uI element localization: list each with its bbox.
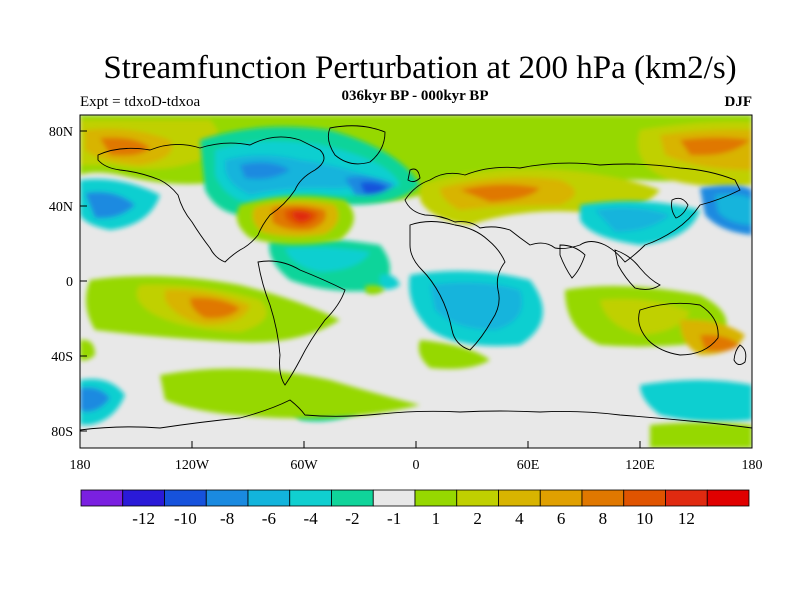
coastline-greenland (327, 125, 386, 165)
experiment-label: Expt = tdxoD-tdxoa (80, 94, 201, 110)
plot-title: Streamfunction Perturbation at 200 hPa (… (103, 50, 737, 86)
y-tick-label: 80S (51, 425, 73, 440)
y-tick-label: 40S (51, 350, 73, 365)
colorbar-label: -6 (262, 509, 276, 528)
contour-region (380, 274, 400, 290)
colorbar-label: -10 (174, 509, 197, 528)
colorbar-swatch (331, 489, 374, 507)
contour-region (715, 194, 752, 225)
contour-region (600, 298, 690, 335)
colorbar-swatch (706, 489, 750, 507)
coastline-antarctica (80, 399, 752, 431)
contour-region (650, 422, 752, 448)
x-tick-label: 0 (413, 458, 420, 473)
x-tick-label: 120W (175, 458, 210, 473)
coastline-uk (407, 168, 421, 183)
colorbar-swatch (539, 489, 583, 507)
plot-subtitle: 036kyr BP - 000kyr BP (341, 88, 489, 104)
contour-region (360, 182, 388, 195)
colorbar-label: -1 (387, 509, 401, 528)
coastline-europe (404, 162, 741, 263)
season-label: DJF (724, 94, 753, 110)
coastline-india (559, 244, 586, 279)
contour-region (85, 191, 135, 219)
contour-fill-layer (80, 115, 752, 448)
colorbar-swatch (498, 489, 541, 507)
colorbar-label: -12 (132, 509, 155, 528)
coastline-new-zealand (733, 344, 747, 365)
x-tick-label: 180 (70, 458, 91, 473)
colorbar-swatch (205, 489, 249, 507)
colorbar-label: 12 (678, 509, 695, 528)
colorbar-label: 1 (432, 509, 441, 528)
coastline-australia (638, 302, 719, 356)
y-tick-label: 80N (49, 125, 73, 140)
colorbar-swatch (581, 489, 625, 507)
x-tick-labels: 180 120W 60W 0 60E 120E 180 (70, 458, 763, 473)
contour-region (640, 380, 752, 422)
colorbar-swatch (164, 489, 207, 507)
colorbar-swatch (247, 489, 291, 507)
x-tick-label: 120E (625, 458, 655, 473)
colorbar-label: 8 (599, 509, 608, 528)
colorbar-swatch (623, 489, 666, 507)
colorbar-swatch (372, 489, 416, 507)
colorbar: -12 -10 -8 -6 -4 -2 -1 1 2 4 6 8 10 12 (80, 489, 750, 528)
contour-region (160, 368, 420, 419)
colorbar-swatch (456, 489, 499, 507)
y-tick-label: 0 (66, 275, 73, 290)
coastline-africa (409, 221, 506, 351)
x-tick-label: 180 (742, 458, 763, 473)
colorbar-swatch (289, 489, 332, 507)
contour-region (240, 162, 290, 179)
x-tick-label: 60E (517, 458, 540, 473)
coastline-japan (671, 197, 689, 219)
contour-region (595, 207, 670, 232)
colorbar-swatch (414, 489, 458, 507)
x-tick-label: 60W (290, 458, 318, 473)
contour-region (80, 387, 110, 412)
colorbar-label: 2 (473, 509, 482, 528)
contour-region (365, 285, 385, 295)
colorbar-swatch (80, 489, 124, 507)
colorbar-swatch (122, 489, 165, 507)
coastline-southeast-asia (614, 249, 661, 290)
y-tick-label: 40N (49, 200, 73, 215)
coastline-layer (80, 125, 752, 431)
contour-region (680, 137, 750, 156)
contour-region (292, 211, 312, 222)
contour-region (700, 334, 740, 352)
coastline-south-america (257, 260, 346, 386)
contour-region (80, 339, 95, 361)
axis-ticks (79, 130, 753, 448)
colorbar-label: 4 (515, 509, 524, 528)
colorbar-label: -4 (304, 509, 319, 528)
colorbar-label: -8 (220, 509, 234, 528)
coastline-north-america (97, 136, 325, 263)
contour-region (460, 184, 540, 202)
colorbar-label: 6 (557, 509, 566, 528)
colorbar-label: -2 (345, 509, 359, 528)
map-panel: 180 120W 60W 0 60E 120E 180 80N 40N 0 40… (49, 114, 763, 473)
contour-region (190, 297, 240, 319)
contour-region (418, 340, 490, 369)
colorbar-swatch (665, 489, 708, 507)
contour-region (285, 247, 370, 272)
y-tick-labels: 80N 40N 0 40S 80S (49, 125, 73, 440)
contour-region (100, 137, 150, 156)
colorbar-label: 10 (636, 509, 653, 528)
